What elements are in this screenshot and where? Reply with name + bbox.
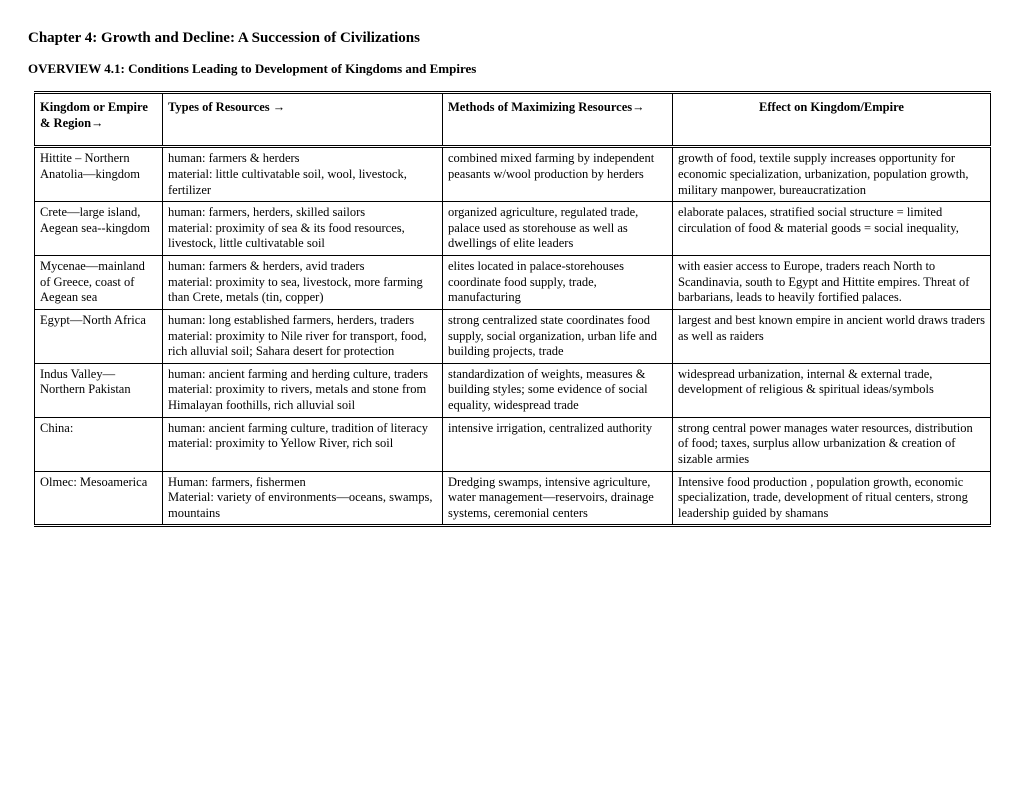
cell-effect: widespread urbanization, internal & exte… — [673, 363, 991, 417]
cell-methods: elites located in palace-storehouses coo… — [443, 256, 673, 310]
cell-effect: with easier access to Europe, traders re… — [673, 256, 991, 310]
cell-resources: human: farmers & herders material: littl… — [163, 147, 443, 202]
cell-resources: human: ancient farming and herding cultu… — [163, 363, 443, 417]
cell-methods: standardization of weights, measures & b… — [443, 363, 673, 417]
table-row: Hittite – Northern Anatolia—kingdomhuman… — [35, 147, 991, 202]
cell-region: Hittite – Northern Anatolia—kingdom — [35, 147, 163, 202]
col-header-methods: Methods of Maximizing Resources→ — [443, 93, 673, 147]
cell-effect: Intensive food production , population g… — [673, 471, 991, 526]
cell-effect: strong central power manages water resou… — [673, 417, 991, 471]
cell-effect: growth of food, textile supply increases… — [673, 147, 991, 202]
cell-resources: human: farmers & herders, avid traders m… — [163, 256, 443, 310]
cell-region: Mycenae—mainland of Greece, coast of Aeg… — [35, 256, 163, 310]
cell-resources: human: ancient farming culture, traditio… — [163, 417, 443, 471]
civilizations-table: Kingdom or Empire & Region→ Types of Res… — [34, 91, 991, 527]
cell-methods: organized agriculture, regulated trade, … — [443, 202, 673, 256]
cell-effect: largest and best known empire in ancient… — [673, 309, 991, 363]
table-row: China:human: ancient farming culture, tr… — [35, 417, 991, 471]
cell-methods: Dredging swamps, intensive agriculture, … — [443, 471, 673, 526]
cell-methods: combined mixed farming by independent pe… — [443, 147, 673, 202]
cell-region: Olmec: Mesoamerica — [35, 471, 163, 526]
table-row: Mycenae—mainland of Greece, coast of Aeg… — [35, 256, 991, 310]
cell-resources: human: farmers, herders, skilled sailors… — [163, 202, 443, 256]
cell-region: Indus Valley—Northern Pakistan — [35, 363, 163, 417]
cell-region: China: — [35, 417, 163, 471]
cell-region: Egypt—North Africa — [35, 309, 163, 363]
table-body: Hittite – Northern Anatolia—kingdomhuman… — [35, 147, 991, 526]
cell-region: Crete—large island, Aegean sea--kingdom — [35, 202, 163, 256]
col-header-region: Kingdom or Empire & Region→ — [35, 93, 163, 147]
cell-effect: elaborate palaces, stratified social str… — [673, 202, 991, 256]
overview-subtitle: OVERVIEW 4.1: Conditions Leading to Deve… — [28, 61, 992, 77]
table-row: Indus Valley—Northern Pakistanhuman: anc… — [35, 363, 991, 417]
col-header-resources: Types of Resources → — [163, 93, 443, 147]
cell-methods: strong centralized state coordinates foo… — [443, 309, 673, 363]
cell-resources: human: long established farmers, herders… — [163, 309, 443, 363]
table-row: Egypt—North Africahuman: long establishe… — [35, 309, 991, 363]
chapter-title: Chapter 4: Growth and Decline: A Success… — [28, 30, 992, 47]
table-row: Olmec: MesoamericaHuman: farmers, fisher… — [35, 471, 991, 526]
cell-methods: intensive irrigation, centralized author… — [443, 417, 673, 471]
col-header-effect: Effect on Kingdom/Empire — [673, 93, 991, 147]
cell-resources: Human: farmers, fishermen Material: vari… — [163, 471, 443, 526]
table-header-row: Kingdom or Empire & Region→ Types of Res… — [35, 93, 991, 147]
table-row: Crete—large island, Aegean sea--kingdomh… — [35, 202, 991, 256]
